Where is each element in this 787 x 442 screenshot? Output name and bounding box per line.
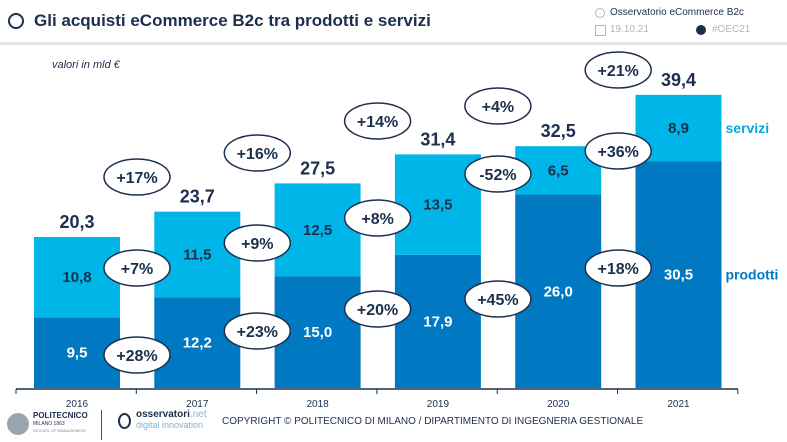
date-label: 19.10.21 [610,24,649,35]
legend-servizi: servizi [726,120,770,136]
growth-bubble [103,158,171,196]
value-label-prodotti: 17,9 [423,313,452,330]
total-label: 23,7 [180,187,215,207]
x-tick-label: 2020 [547,399,570,410]
bar-prodotti [515,194,602,388]
growth-bubble [584,132,652,170]
hashtag-label: #OEC21 [712,24,751,35]
value-label-servizi: 11,5 [183,246,211,263]
value-label-prodotti: 26,0 [544,283,573,300]
value-label-servizi: 10,8 [62,269,91,286]
value-label-servizi: 13,5 [423,197,452,214]
copyright: COPYRIGHT © POLITECNICO DI MILANO / DIPA… [222,416,644,427]
growth-bubble [223,134,292,172]
total-label: 27,5 [300,158,335,178]
bar-servizi [274,183,361,277]
x-tick-label: 2016 [66,399,89,410]
magnifier-icon [8,13,24,29]
twitter-icon [696,25,706,35]
bar-prodotti [394,254,481,388]
page-title: Gli acquisti eCommerce B2c tra prodotti … [34,11,431,30]
growth-bubble [464,87,532,125]
value-label-prodotti: 30,5 [664,267,693,284]
bar-servizi [154,211,241,298]
growth-label: +36% [598,144,639,161]
growth-label: +28% [116,348,157,365]
magnifier-icon [595,8,605,18]
value-label-prodotti: 15,0 [303,324,332,341]
x-tick-label: 2021 [667,399,690,410]
total-label: 32,5 [541,121,576,141]
unit-label: valori in mld € [52,59,120,71]
growth-bubble [343,290,412,328]
growth-label: +23% [237,324,278,341]
value-label-prodotti: 9,5 [67,345,88,362]
x-tick-label: 2017 [186,399,209,410]
growth-label: +8% [361,211,393,228]
growth-bubble [584,249,652,287]
growth-bubble [223,312,292,350]
growth-bubble [464,155,532,193]
value-label-servizi: 6,5 [548,162,569,179]
bar-servizi [34,236,120,318]
source-label: Osservatorio eCommerce B2c [610,7,744,18]
legend-prodotti: prodotti [726,267,779,283]
growth-bubble [343,199,412,237]
value-label-servizi: 8,9 [668,120,689,137]
total-label: 39,4 [661,70,696,90]
growth-label: +21% [598,63,639,80]
growth-label: +45% [477,292,518,309]
growth-label: +7% [121,261,153,278]
growth-bubble [343,102,412,140]
growth-bubble [103,249,171,287]
x-tick-label: 2019 [427,399,450,410]
growth-label: +18% [598,261,639,278]
growth-bubble [223,224,292,262]
total-label: 20,3 [59,212,94,232]
growth-label: -52% [479,167,516,184]
x-tick-label: 2018 [306,399,329,410]
total-label: 31,4 [420,129,455,149]
growth-label: +9% [241,236,273,253]
header: Gli acquisti eCommerce B2c tra prodotti … [0,0,787,45]
growth-label: +17% [116,170,157,187]
growth-bubble [103,336,171,374]
growth-bubble [464,280,532,318]
calendar-icon [595,25,606,36]
growth-label: +4% [482,99,514,116]
value-label-prodotti: 12,2 [183,335,212,352]
growth-label: +14% [357,114,398,131]
value-label-servizi: 12,5 [303,222,332,239]
divider [101,410,102,440]
growth-label: +20% [357,302,398,319]
bar-prodotti [154,297,241,388]
growth-bubble [584,51,652,89]
growth-label: +16% [237,146,278,163]
